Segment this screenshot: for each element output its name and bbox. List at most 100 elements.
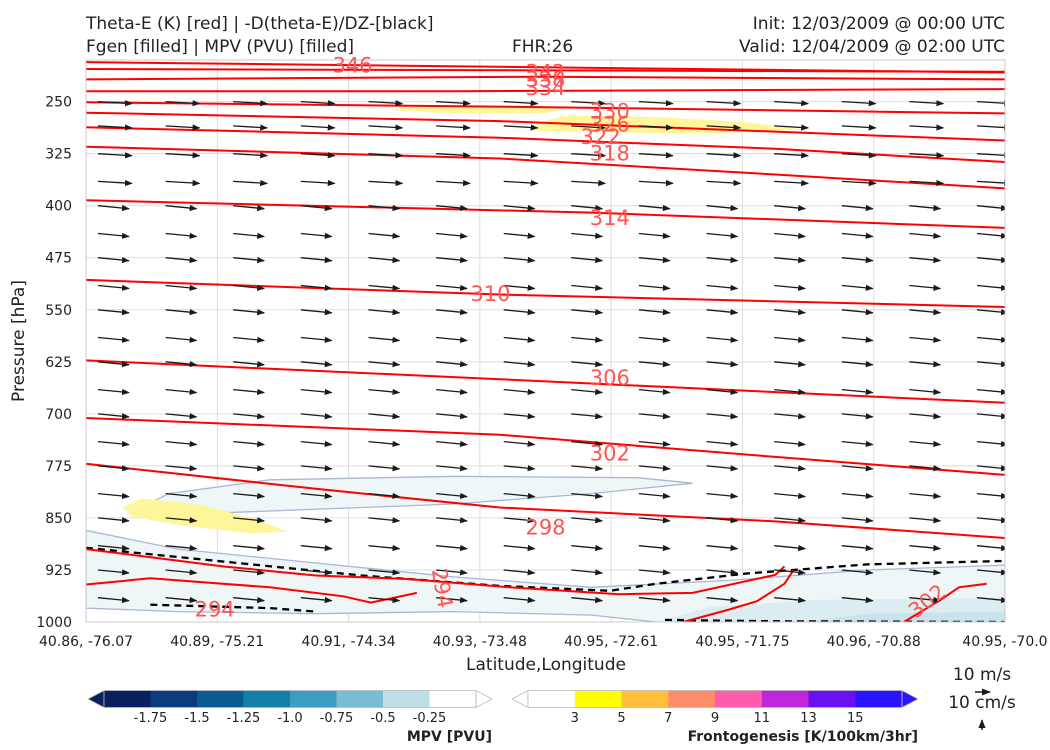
wind-vector: [638, 544, 671, 552]
wind-vector: [503, 284, 536, 291]
wind-vector: [976, 569, 1005, 576]
wind-vector: [638, 152, 674, 159]
wind-vector: [300, 465, 333, 472]
wind-vector: [368, 492, 401, 500]
y-tick-label: 775: [45, 459, 72, 475]
stability-contours: [86, 546, 1005, 622]
fgen-shading-lower: [122, 498, 289, 534]
x-tick-label: 40.95, -71.75: [695, 634, 789, 650]
wind-vector: [368, 361, 401, 368]
wind-vector: [706, 179, 742, 187]
mpv-colorbar-swatch: [290, 690, 337, 708]
wind-vector: [571, 100, 607, 107]
wind-vector: [436, 465, 468, 472]
wind-vector: [300, 596, 333, 604]
wind-vector: [638, 256, 671, 264]
wind-vector: [165, 284, 198, 291]
wind-vector: [97, 309, 130, 316]
wind-vector: [571, 361, 604, 368]
mpv-colorbar-tick-label: -1.5: [184, 711, 209, 726]
theta-e-contour: [86, 548, 786, 596]
wind-vector: [571, 124, 607, 131]
wind-vector: [976, 284, 1005, 291]
wind-vector: [300, 284, 333, 291]
wind-vector: [976, 465, 1005, 472]
wind-vector: [165, 232, 198, 239]
wind-vector: [97, 232, 130, 239]
wind-vector: [165, 309, 198, 316]
wind-vector: [638, 204, 671, 212]
wind-vector: [233, 440, 265, 448]
wind-vector: [706, 152, 742, 159]
wind-vector: [706, 336, 739, 343]
wind-vector: [300, 204, 333, 212]
wind-vector: [774, 309, 806, 316]
wind-vector: [503, 232, 536, 239]
wind-vector: [368, 569, 401, 576]
theta-e-contour: [86, 417, 1005, 476]
wind-vector: [368, 204, 401, 212]
wind-vector: [368, 284, 401, 291]
wind-vector: [841, 544, 874, 552]
fgen-colorbar-swatch: [621, 690, 669, 708]
wind-vector: [300, 544, 333, 552]
wind-vector: [165, 492, 198, 500]
wind-vector: [571, 152, 607, 159]
wind-vector: [165, 440, 198, 448]
wind-vector: [503, 204, 536, 212]
wind-vector: [774, 152, 809, 159]
wind-vector: [436, 100, 471, 107]
wind-vector: [233, 361, 265, 368]
wind-vector: [503, 492, 536, 500]
wind-vector: [300, 361, 333, 368]
wind-vector: [233, 517, 265, 524]
wind-vector: [976, 492, 1005, 500]
wind-vector: [774, 124, 809, 131]
wind-vector: [571, 309, 604, 316]
wind-vector: [368, 413, 401, 420]
wind-vector: [233, 492, 265, 500]
wind-vector: [706, 309, 739, 316]
wind-vector: [436, 256, 468, 264]
y-tick-label: 1000: [36, 615, 72, 631]
y-tick-label: 850: [45, 511, 72, 527]
wind-vector: [300, 336, 333, 343]
fgen-colorbar-swatch: [855, 690, 903, 708]
wind-vector: [436, 232, 468, 239]
wind-vector: [774, 204, 806, 212]
wind-vector: [976, 152, 1005, 159]
wind-vector: [436, 517, 468, 524]
mpv-shading: [802, 611, 1005, 622]
fgen-colorbar-outline: [527, 690, 903, 708]
wind-vector: [368, 517, 401, 524]
wind-vector: [706, 413, 739, 420]
theta-e-label: 330: [590, 99, 630, 123]
wind-vector: [571, 336, 604, 343]
wind-vector: [436, 309, 468, 316]
wind-vector: [233, 544, 265, 552]
wind-vector: [774, 440, 806, 448]
wind-vector: [503, 388, 536, 396]
mpv-shading: [129, 475, 693, 516]
wind-vector: [638, 361, 671, 368]
wind-vector: [909, 152, 945, 159]
wind-vector: [841, 517, 874, 524]
wind-vector: [976, 440, 1005, 448]
wind-vector: [503, 124, 539, 131]
wind-vector: [97, 544, 130, 552]
wind-vector: [165, 596, 198, 604]
wind-vector: [436, 596, 468, 604]
wind-vector: [706, 544, 739, 552]
wind-vector: [841, 179, 877, 187]
wind-vector: [97, 179, 133, 187]
mpv-colorbar-outline: [103, 690, 477, 708]
wind-reference-label: 10 m/s: [953, 665, 1011, 685]
wind-vector: [233, 284, 265, 291]
wind-vector: [774, 336, 806, 343]
theta-e-label: 346: [332, 54, 372, 78]
theta-e-label: 322: [581, 125, 621, 149]
wind-vector: [368, 596, 401, 604]
wind-vector: [841, 256, 874, 264]
fgen-colorbar-swatch: [761, 690, 810, 708]
wind-vector: [233, 204, 265, 212]
